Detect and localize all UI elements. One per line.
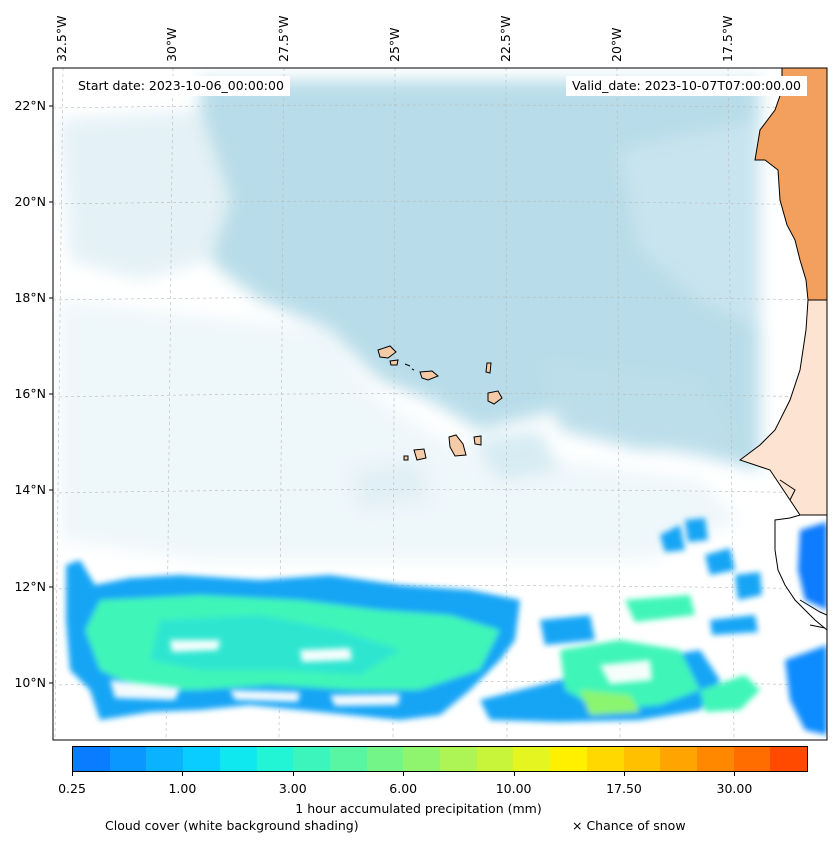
colorbar-tick-mark <box>624 772 625 776</box>
start-date-label: Start date: 2023-10-06_00:00:00 <box>72 76 290 96</box>
colorbar-tick-label: 0.25 <box>58 781 86 796</box>
valid-date-label: Valid_date: 2023-10-07T07:00:00.00 <box>565 76 807 96</box>
colorbar-tick-mark <box>72 772 73 776</box>
colorbar-tick-label: 17.50 <box>606 781 642 796</box>
colorbar-segment <box>476 747 514 771</box>
lon-label: 27.5°W <box>276 15 291 62</box>
lat-label: 18°N <box>14 290 46 305</box>
colorbar-tick-label: 1.00 <box>168 781 197 796</box>
cape-verde-islands <box>377 345 503 461</box>
colorbar-tick-mark <box>734 772 736 776</box>
lon-label: 30°W <box>164 27 179 62</box>
colorbar-segment <box>219 747 257 771</box>
colorbar-segment <box>183 747 220 771</box>
colorbar-tick-label: 10.00 <box>495 781 532 796</box>
colorbar-segment <box>403 747 441 771</box>
colorbar-segment <box>586 747 624 771</box>
colorbar-segment <box>293 747 330 771</box>
lon-label: 32.5°W <box>54 15 69 62</box>
colorbar-segment <box>550 747 587 771</box>
map-frame <box>52 67 828 741</box>
cloud-cover-legend: Cloud cover (white background shading) <box>105 818 359 833</box>
lon-label: 17.5°W <box>720 15 735 62</box>
colorbar-segment <box>366 747 404 771</box>
colorbar-segment <box>770 747 808 771</box>
colorbar-segment <box>696 747 734 771</box>
colorbar-segment <box>146 747 184 771</box>
lat-label: 12°N <box>14 579 46 594</box>
snow-legend: × Chance of snow <box>572 818 686 833</box>
colorbar-label: 1 hour accumulated precipitation (mm) <box>295 801 542 816</box>
colorbar-tick-mark <box>182 772 184 776</box>
lon-label: 22.5°W <box>498 15 513 62</box>
colorbar-segment <box>623 747 661 771</box>
lat-label: 10°N <box>14 675 46 690</box>
precipitation-colorbar <box>72 746 808 772</box>
lat-label: 20°N <box>14 194 46 209</box>
colorbar-tick-label: 30.00 <box>716 781 753 796</box>
lon-label: 25°W <box>387 27 402 62</box>
colorbar-segment <box>109 747 147 771</box>
lon-label: 20°W <box>609 27 624 62</box>
colorbar-segment <box>733 747 771 771</box>
colorbar-tick-mark <box>292 772 294 776</box>
colorbar-tick-label: 6.00 <box>389 781 418 796</box>
colorbar-segment <box>513 747 551 771</box>
colorbar-segment <box>660 747 697 771</box>
colorbar-segment <box>329 747 367 771</box>
colorbar-tick-mark <box>513 772 515 776</box>
colorbar-segment <box>440 747 477 771</box>
cloud-cover-shading <box>60 80 760 560</box>
colorbar-tick-mark <box>403 772 405 776</box>
colorbar-segment <box>256 747 294 771</box>
precipitation-holes <box>110 640 652 706</box>
colorbar-tick-label: 3.00 <box>278 781 307 796</box>
colorbar-segment <box>73 747 110 771</box>
lat-label: 16°N <box>14 386 46 401</box>
africa-land-north <box>754 68 827 301</box>
tick-marks <box>49 105 53 684</box>
lat-label: 22°N <box>14 98 46 113</box>
lat-label: 14°N <box>14 482 46 497</box>
